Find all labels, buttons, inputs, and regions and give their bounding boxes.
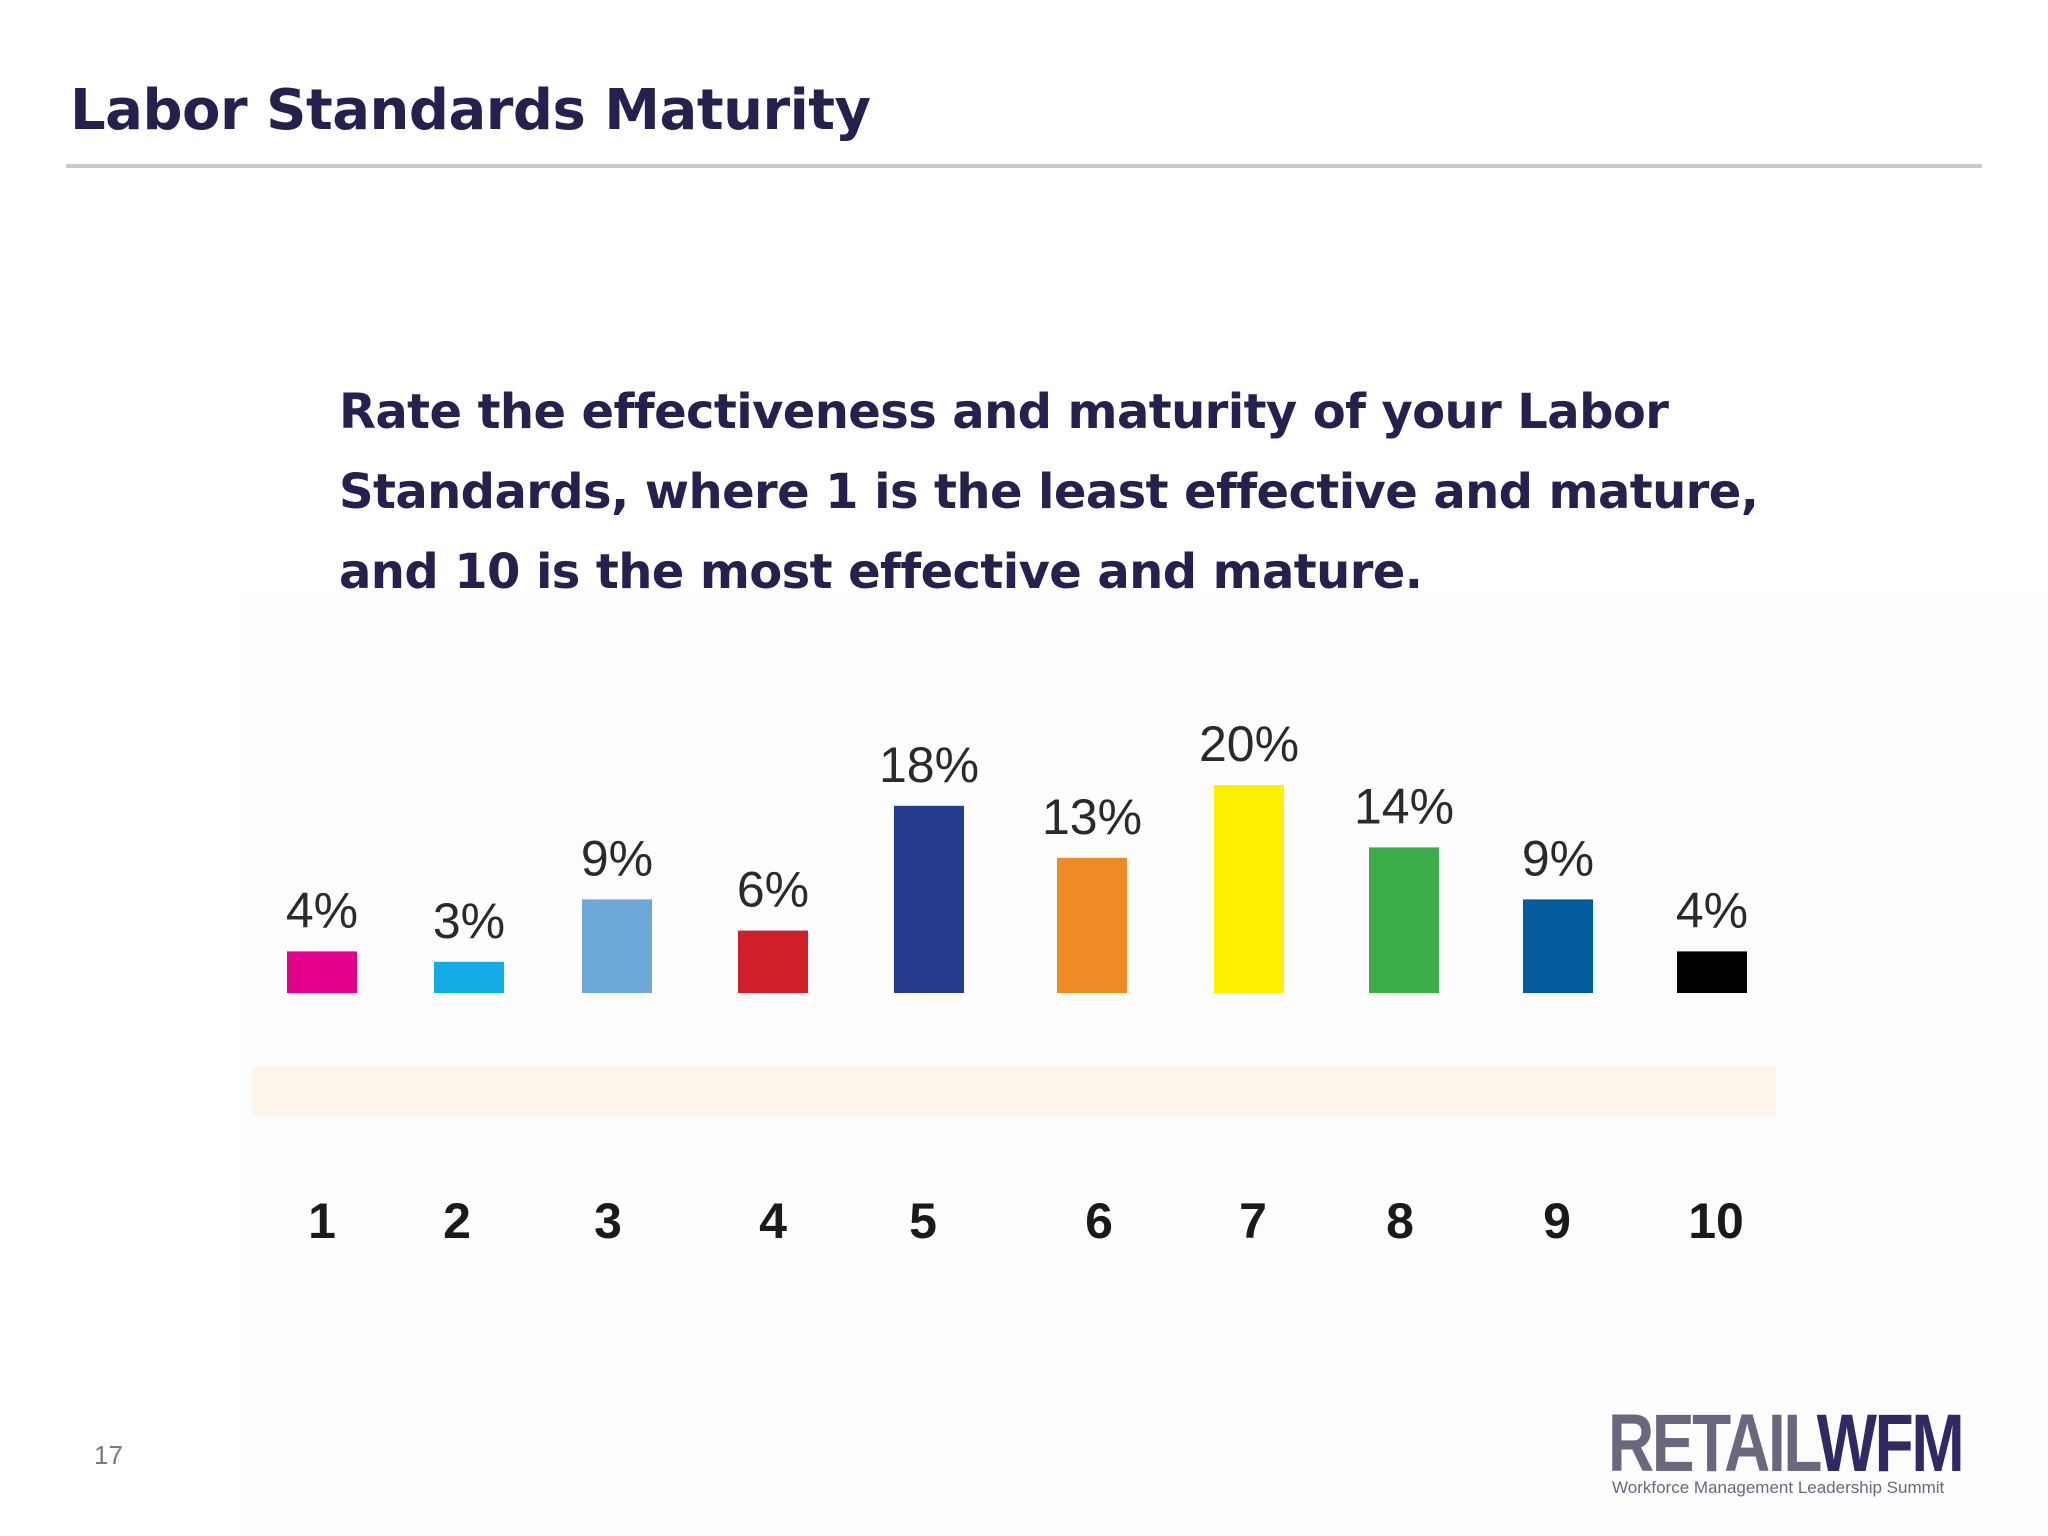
category-label-3: 3	[594, 1193, 622, 1249]
value-label-8: 14%	[1354, 778, 1454, 834]
category-label-2: 2	[443, 1193, 471, 1249]
value-label-1: 4%	[286, 882, 358, 938]
bar-7	[1214, 785, 1284, 993]
category-label-9: 9	[1543, 1193, 1571, 1249]
category-label-8: 8	[1386, 1193, 1414, 1249]
value-label-5: 18%	[879, 737, 979, 793]
category-label-6: 6	[1085, 1193, 1113, 1249]
category-label-4: 4	[759, 1193, 787, 1249]
page-number: 17	[94, 1440, 123, 1470]
bar-9	[1523, 899, 1593, 993]
category-label-5: 5	[909, 1193, 937, 1249]
category-label-10: 10	[1688, 1193, 1744, 1249]
retailwfm-logo: RETAILWFM Workforce Management Leadershi…	[1608, 1400, 1984, 1498]
logo-wordmark: RETAILWFM	[1608, 1398, 1965, 1489]
bar-5	[894, 805, 964, 993]
value-label-6: 13%	[1042, 789, 1142, 845]
value-label-7: 20%	[1199, 716, 1299, 772]
value-label-10: 4%	[1676, 882, 1748, 938]
bar-3	[582, 899, 652, 993]
bar-6	[1057, 857, 1127, 993]
category-label-7: 7	[1239, 1193, 1267, 1249]
bar-4	[738, 930, 808, 993]
bar-1	[287, 951, 357, 993]
chart-value-labels: 4% 3% 9% 6% 18% 13% 20% 14% 9% 4%	[286, 716, 1748, 949]
value-label-3: 9%	[581, 830, 653, 886]
chart-category-labels: 1 2 3 4 5 6 7 8 9 10	[308, 1193, 1744, 1249]
logo-word-wfm: WFM	[1816, 1398, 1965, 1489]
bar-10	[1677, 951, 1747, 993]
bar-2	[434, 961, 504, 993]
logo-word-retail: RETAIL	[1608, 1398, 1819, 1489]
slide-title: Labor Standards Maturity	[70, 78, 871, 143]
title-divider	[66, 164, 1982, 168]
value-label-9: 9%	[1522, 830, 1594, 886]
value-label-4: 6%	[737, 862, 809, 918]
chart-background	[240, 590, 2048, 1536]
chart-bars	[287, 785, 1747, 993]
chart-axis-band	[252, 1066, 1776, 1116]
logo-tagline: Workforce Management Leadership Summit	[1612, 1478, 1945, 1497]
category-label-1: 1	[308, 1193, 336, 1249]
value-label-2: 3%	[433, 893, 505, 949]
bar-8	[1369, 847, 1439, 993]
